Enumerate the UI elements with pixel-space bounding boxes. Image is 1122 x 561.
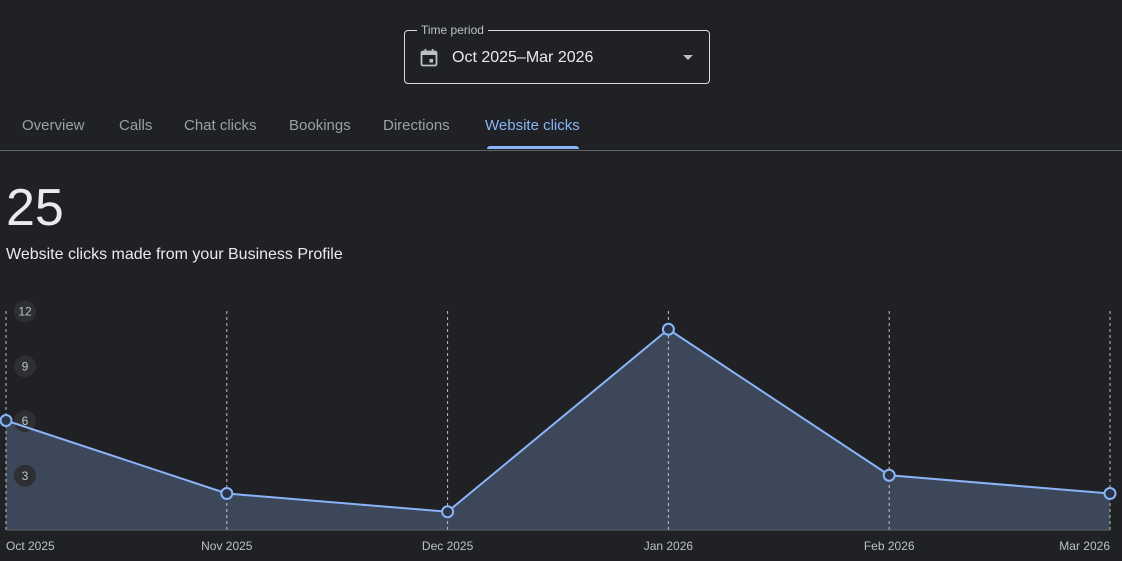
x-tick-label: Feb 2026: [864, 539, 915, 553]
y-tick-badge: [14, 355, 36, 378]
y-tick-label: 9: [22, 359, 29, 373]
y-tick-label: 12: [18, 305, 32, 319]
chart-data-point[interactable]: [441, 505, 455, 519]
x-tick-label: Oct 2025: [6, 539, 55, 553]
metric-tabs: Overview Calls Chat clicks Bookings Dire…: [0, 100, 1122, 151]
chart-area-fill: [6, 329, 1110, 530]
metric-total: 25: [6, 179, 64, 237]
y-tick-badge: [14, 300, 36, 323]
x-tick-label: Nov 2025: [201, 539, 253, 553]
chevron-down-icon: [683, 55, 693, 60]
y-tick-label: 6: [22, 414, 29, 428]
chart-series-line: [5, 328, 1111, 513]
x-tick-label: Dec 2025: [422, 539, 474, 553]
chart-data-point[interactable]: [661, 322, 675, 336]
time-period-select[interactable]: Time period Oct 2025–Mar 2026: [404, 22, 710, 84]
time-period-value: Oct 2025–Mar 2026: [452, 49, 594, 66]
metric-description: Website clicks made from your Business P…: [6, 246, 343, 263]
y-tick-label: 3: [22, 469, 29, 483]
chart-data-point[interactable]: [220, 487, 234, 500]
time-period-label: Time period: [417, 22, 488, 38]
tab-calls[interactable]: Calls: [119, 117, 153, 134]
chart-data-point[interactable]: [1103, 487, 1117, 500]
tab-website-clicks[interactable]: Website clicks: [485, 117, 580, 134]
x-tick-label: Mar 2026: [1059, 539, 1110, 553]
tab-bookings[interactable]: Bookings: [289, 117, 351, 134]
chart-data-point[interactable]: [0, 414, 13, 427]
y-tick-badge: [14, 410, 36, 432]
tab-chat-clicks[interactable]: Chat clicks: [184, 117, 257, 134]
tab-directions[interactable]: Directions: [383, 117, 450, 134]
tab-overview[interactable]: Overview: [22, 117, 85, 134]
active-tab-indicator: [487, 146, 579, 149]
x-tick-label: Jan 2026: [644, 539, 694, 553]
chart-data-point[interactable]: [882, 468, 896, 482]
y-tick-badge: [14, 464, 36, 487]
calendar-icon: [420, 49, 438, 67]
